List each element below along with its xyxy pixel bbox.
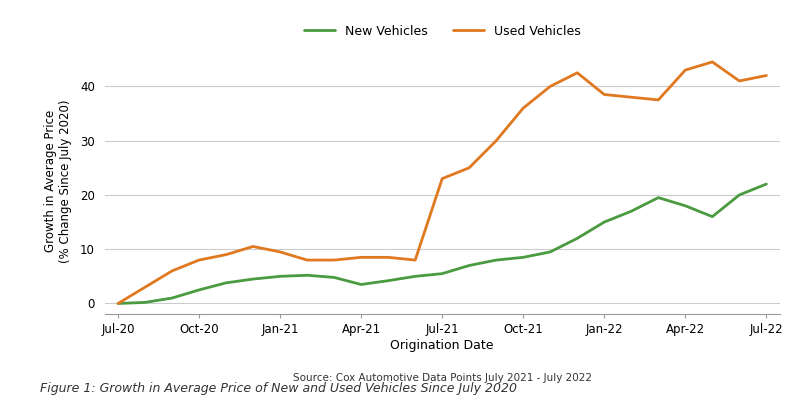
Used Vehicles xyxy=(194,258,204,262)
Line: New Vehicles: New Vehicles xyxy=(118,184,765,303)
Used Vehicles xyxy=(329,258,339,262)
Text: Figure 1: Growth in Average Price of New and Used Vehicles Since July 2020: Figure 1: Growth in Average Price of New… xyxy=(40,382,516,395)
Used Vehicles xyxy=(113,301,123,306)
Used Vehicles xyxy=(275,249,284,254)
New Vehicles xyxy=(679,204,689,208)
New Vehicles xyxy=(707,214,716,219)
New Vehicles xyxy=(167,296,177,301)
Legend: New Vehicles, Used Vehicles: New Vehicles, Used Vehicles xyxy=(299,20,585,43)
Used Vehicles xyxy=(410,258,419,262)
Used Vehicles xyxy=(437,176,446,181)
New Vehicles xyxy=(383,278,393,283)
New Vehicles xyxy=(275,274,284,279)
New Vehicles xyxy=(653,195,662,200)
Used Vehicles xyxy=(734,79,744,83)
Used Vehicles xyxy=(572,71,581,75)
New Vehicles xyxy=(760,182,770,187)
Used Vehicles xyxy=(599,92,609,97)
Used Vehicles xyxy=(167,268,177,273)
Used Vehicles xyxy=(464,165,474,170)
New Vehicles xyxy=(194,287,204,292)
Used Vehicles xyxy=(248,244,258,249)
Used Vehicles xyxy=(679,68,689,73)
Used Vehicles xyxy=(221,252,230,257)
New Vehicles xyxy=(302,273,312,278)
New Vehicles xyxy=(599,220,609,224)
Used Vehicles xyxy=(626,95,635,100)
New Vehicles xyxy=(464,263,474,268)
Used Vehicles xyxy=(760,73,770,78)
New Vehicles xyxy=(356,282,365,287)
Used Vehicles xyxy=(653,98,662,102)
Used Vehicles xyxy=(356,255,365,260)
New Vehicles xyxy=(518,255,528,260)
New Vehicles xyxy=(626,209,635,214)
New Vehicles xyxy=(491,258,500,262)
Used Vehicles xyxy=(140,285,149,290)
New Vehicles xyxy=(734,193,744,197)
X-axis label: Origination Date: Origination Date xyxy=(390,339,493,352)
Y-axis label: Growth in Average Price
(% Change Since July 2020): Growth in Average Price (% Change Since … xyxy=(43,100,71,263)
Used Vehicles xyxy=(302,258,312,262)
New Vehicles xyxy=(248,276,258,281)
New Vehicles xyxy=(572,236,581,241)
Used Vehicles xyxy=(383,255,393,260)
New Vehicles xyxy=(140,300,149,305)
New Vehicles xyxy=(437,271,446,276)
Used Vehicles xyxy=(544,84,554,89)
New Vehicles xyxy=(544,249,554,254)
New Vehicles xyxy=(221,280,230,285)
New Vehicles xyxy=(410,274,419,279)
New Vehicles xyxy=(329,275,339,280)
Used Vehicles xyxy=(707,60,716,64)
Text: Source: Cox Automotive Data Points July 2021 - July 2022: Source: Cox Automotive Data Points July … xyxy=(292,373,591,383)
Line: Used Vehicles: Used Vehicles xyxy=(118,62,765,303)
Used Vehicles xyxy=(518,106,528,110)
New Vehicles xyxy=(113,301,123,306)
Used Vehicles xyxy=(491,138,500,143)
